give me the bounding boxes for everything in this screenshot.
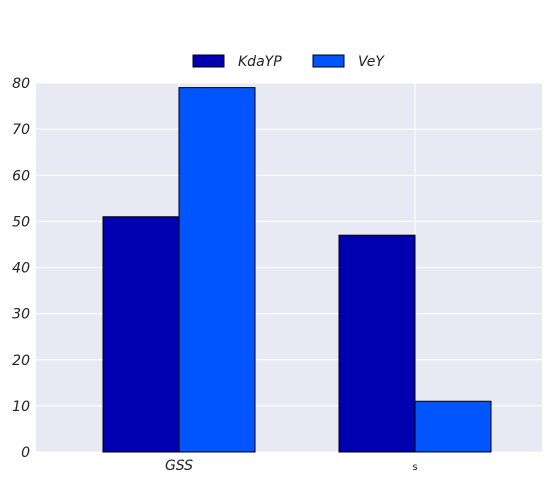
x-tick-label: GSS (165, 458, 193, 474)
bar-KdaYP-s (338, 234, 416, 453)
legend-swatch (192, 54, 225, 68)
y-tick-label: 40 (12, 261, 30, 277)
y-tick-label: 70 (12, 122, 30, 138)
y-tick-label: 20 (12, 353, 30, 369)
x-tick-label: s (412, 462, 417, 473)
y-tick-label: 60 (12, 168, 30, 184)
bar-VeY-s (414, 400, 492, 453)
legend-swatch (312, 54, 345, 68)
y-tick-label: 80 (12, 76, 30, 92)
bar-KdaYP-GSS (102, 216, 180, 453)
legend-label: KdaYP (238, 54, 282, 70)
legend-label: VeY (358, 54, 385, 70)
y-axis-ticks: 0 10 20 30 40 50 60 70 80 (12, 76, 30, 461)
y-tick-label: 10 (12, 399, 30, 415)
x-axis-ticks: GSS s (165, 458, 418, 474)
y-tick-label: 50 (12, 214, 30, 230)
y-tick-label: 30 (12, 307, 30, 323)
bars (102, 87, 492, 453)
bar-VeY-GSS (178, 87, 256, 453)
y-tick-label: 0 (21, 445, 30, 461)
legend: KdaYP VeY (192, 54, 385, 70)
